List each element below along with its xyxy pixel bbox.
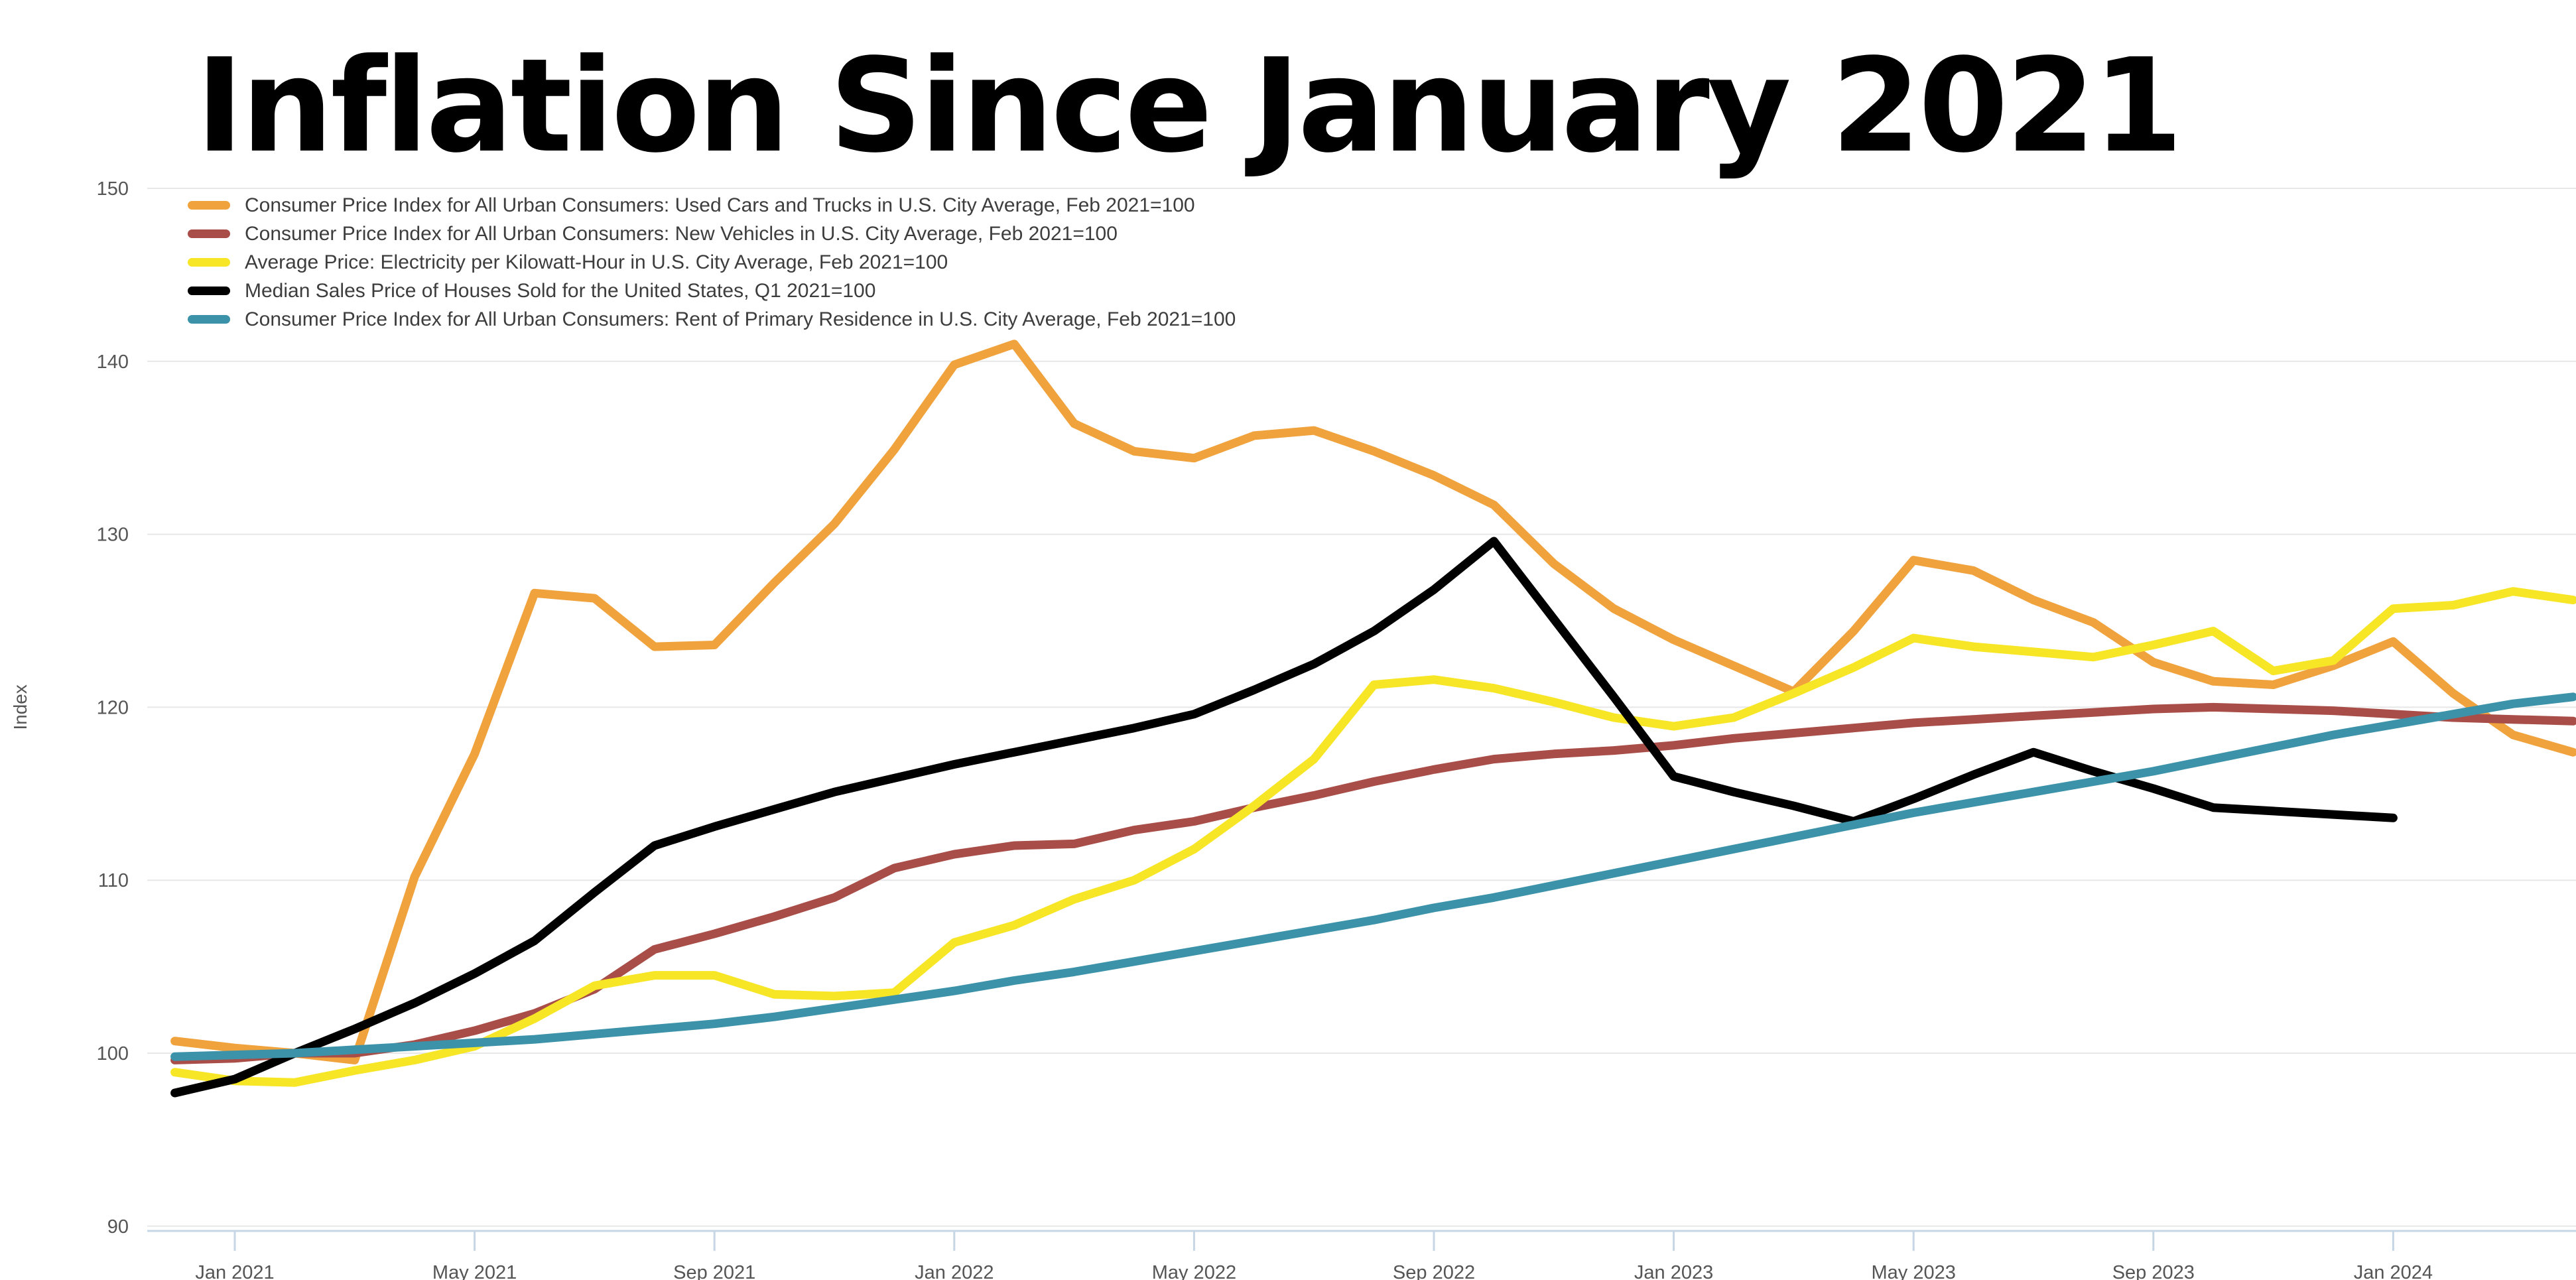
ytick-label-110: 110: [98, 870, 129, 891]
xtick-label-may-2023: May 2023: [1872, 1262, 1956, 1280]
ytick-label-140: 140: [97, 352, 129, 373]
xtick-label-may-2021: May 2021: [432, 1262, 517, 1280]
legend-label-used-cars: Consumer Price Index for All Urban Consu…: [245, 194, 1195, 216]
xtick-label-may-2022: May 2022: [1152, 1262, 1236, 1280]
xtick-label-jan-2024: Jan 2024: [2354, 1262, 2433, 1280]
legend-swatch-rent: [188, 315, 230, 324]
series-line-rent: [170, 692, 2576, 1061]
legend-item-house-prices: Median Sales Price of Houses Sold for th…: [188, 277, 1236, 305]
legend-swatch-electricity: [188, 258, 230, 267]
xtick-label-jan-2022: Jan 2022: [915, 1262, 994, 1280]
series-line-electricity: [170, 587, 2576, 1087]
chart-title: Inflation Since January 2021: [196, 31, 2183, 181]
legend-label-new-vehicles: Consumer Price Index for All Urban Consu…: [245, 222, 1118, 245]
series-line-used-cars: [170, 340, 2576, 1064]
ytick-label-100: 100: [97, 1043, 129, 1064]
xtick-label-sep-2022: Sep 2022: [1393, 1262, 1475, 1280]
ytick-label-130: 130: [97, 525, 129, 546]
legend-label-rent: Consumer Price Index for All Urban Consu…: [245, 308, 1236, 330]
xtick-label-sep-2021: Sep 2021: [673, 1262, 755, 1280]
series-line-house-prices: [170, 537, 2398, 1098]
legend-swatch-new-vehicles: [188, 229, 230, 238]
legend-swatch-used-cars: [188, 201, 230, 210]
legend-item-electricity: Average Price: Electricity per Kilowatt-…: [188, 248, 1236, 277]
ytick-label-150: 150: [97, 178, 129, 200]
legend-item-rent: Consumer Price Index for All Urban Consu…: [188, 305, 1236, 334]
legend-label-house-prices: Median Sales Price of Houses Sold for th…: [245, 279, 876, 302]
xtick-label-sep-2023: Sep 2023: [2112, 1262, 2195, 1280]
legend-item-used-cars: Consumer Price Index for All Urban Consu…: [188, 191, 1236, 220]
legend: Consumer Price Index for All Urban Consu…: [188, 191, 1236, 334]
xtick-label-jan-2021: Jan 2021: [195, 1262, 274, 1280]
xtick-label-jan-2023: Jan 2023: [1634, 1262, 1713, 1280]
legend-label-electricity: Average Price: Electricity per Kilowatt-…: [245, 251, 948, 273]
y-axis-title: Index: [10, 684, 31, 730]
ytick-label-90: 90: [107, 1216, 129, 1238]
legend-item-new-vehicles: Consumer Price Index for All Urban Consu…: [188, 220, 1236, 248]
legend-swatch-house-prices: [188, 287, 230, 295]
ytick-label-120: 120: [97, 697, 129, 718]
